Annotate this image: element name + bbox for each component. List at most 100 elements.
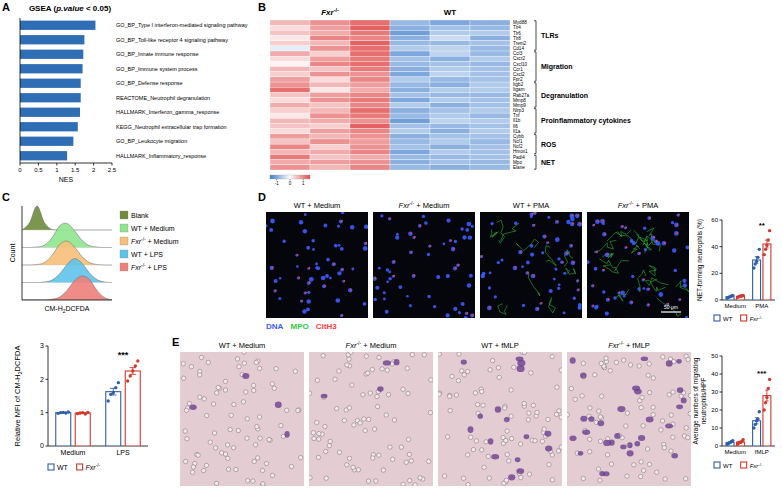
nucleus bbox=[624, 227, 627, 230]
cell bbox=[310, 139, 350, 144]
nucleus bbox=[535, 307, 539, 311]
pore bbox=[213, 446, 217, 450]
text-part: B bbox=[258, 1, 266, 13]
nucleus bbox=[541, 251, 544, 254]
cell bbox=[310, 134, 350, 139]
group-label: Proinflammatory cytokines bbox=[541, 117, 631, 125]
pore bbox=[212, 431, 216, 435]
pore bbox=[345, 363, 349, 367]
micrograph bbox=[587, 212, 689, 318]
micrograph-bg bbox=[587, 212, 689, 318]
pore bbox=[490, 358, 494, 362]
cell bbox=[310, 113, 350, 118]
nucleus bbox=[406, 295, 409, 298]
nucleus bbox=[530, 244, 534, 248]
nucleus bbox=[595, 219, 600, 224]
legend-label: Fxr-/- + Medium bbox=[131, 237, 179, 245]
migrated-cell bbox=[284, 431, 289, 438]
pore bbox=[466, 453, 470, 457]
cith3-signal bbox=[466, 312, 468, 314]
nucleus bbox=[315, 263, 318, 266]
pore bbox=[686, 357, 690, 361]
pore bbox=[651, 405, 655, 409]
y-axis bbox=[20, 18, 21, 163]
legend-label: WT bbox=[723, 316, 733, 322]
pore bbox=[242, 361, 246, 365]
tick-label: 60 bbox=[711, 217, 718, 223]
cith3-signal bbox=[324, 285, 326, 287]
cith3-signal bbox=[580, 223, 582, 225]
migrated-cell bbox=[189, 405, 196, 411]
text-part: 50 bbox=[711, 353, 718, 359]
bar bbox=[106, 392, 121, 446]
colorbar bbox=[270, 175, 310, 179]
text-part: E bbox=[172, 336, 179, 348]
legend-label: Fxr-/- bbox=[86, 463, 101, 471]
pore bbox=[183, 459, 187, 463]
text-part: 0.5 bbox=[34, 167, 43, 173]
nucleus bbox=[671, 221, 674, 224]
cell bbox=[350, 87, 390, 92]
nucleus bbox=[500, 258, 503, 261]
nucleus bbox=[686, 245, 689, 249]
text-part: WT + LPS bbox=[131, 251, 163, 258]
pore bbox=[375, 394, 379, 398]
nucleus bbox=[469, 274, 473, 278]
tick-label: 0 bbox=[18, 167, 22, 173]
pore bbox=[651, 376, 655, 380]
nucleus bbox=[570, 217, 575, 222]
migrated-cell bbox=[508, 474, 515, 480]
nucleus bbox=[683, 283, 687, 287]
pore bbox=[469, 435, 473, 439]
cell bbox=[430, 165, 470, 170]
nucleus bbox=[643, 287, 646, 290]
pore bbox=[377, 453, 381, 457]
pore bbox=[401, 387, 405, 391]
pore bbox=[208, 440, 212, 444]
cell bbox=[390, 77, 430, 82]
cith3-signal bbox=[458, 264, 460, 266]
nucleus bbox=[304, 291, 307, 294]
tick-label: 50 bbox=[711, 353, 718, 359]
cith3-signal bbox=[656, 240, 658, 242]
pore bbox=[202, 397, 206, 401]
cith3-signal bbox=[648, 288, 650, 290]
nucleus bbox=[658, 292, 663, 297]
text-part: CM- bbox=[44, 305, 58, 312]
pore bbox=[289, 464, 293, 468]
migrated-cell bbox=[377, 386, 383, 392]
cith3-signal bbox=[593, 224, 595, 226]
cith3-signal bbox=[533, 275, 535, 277]
nucleus bbox=[392, 275, 395, 278]
group-label: Degranulation bbox=[541, 92, 588, 100]
pore bbox=[555, 385, 559, 389]
marks bbox=[56, 359, 141, 446]
cell bbox=[390, 72, 430, 77]
nucleus bbox=[269, 228, 273, 232]
cith3-signal bbox=[566, 252, 568, 254]
nucleus bbox=[575, 213, 580, 218]
cith3-signal bbox=[520, 251, 522, 253]
pore bbox=[487, 476, 491, 480]
pore bbox=[223, 388, 227, 392]
pore bbox=[347, 456, 351, 460]
point bbox=[136, 359, 139, 362]
cell bbox=[470, 72, 510, 77]
pore bbox=[324, 476, 328, 480]
tick bbox=[720, 446, 723, 447]
category-label: GO_BP_Leukocyte migration bbox=[116, 138, 187, 144]
nucleus bbox=[364, 242, 368, 246]
stain-label: CitH3 bbox=[316, 322, 337, 331]
pore bbox=[522, 401, 526, 405]
nucleus bbox=[470, 313, 474, 317]
text-part: + Medium bbox=[414, 201, 449, 210]
group-bracket bbox=[534, 21, 536, 50]
image-title: Fxr-/- + Medium bbox=[399, 200, 450, 210]
migrated-cell bbox=[578, 451, 584, 456]
panel-letter: E bbox=[172, 336, 179, 348]
text-part: 0 bbox=[40, 442, 44, 449]
point bbox=[768, 229, 771, 232]
cell bbox=[310, 36, 350, 41]
text-part: WT + Medium bbox=[219, 341, 266, 350]
nucleus bbox=[303, 229, 307, 233]
